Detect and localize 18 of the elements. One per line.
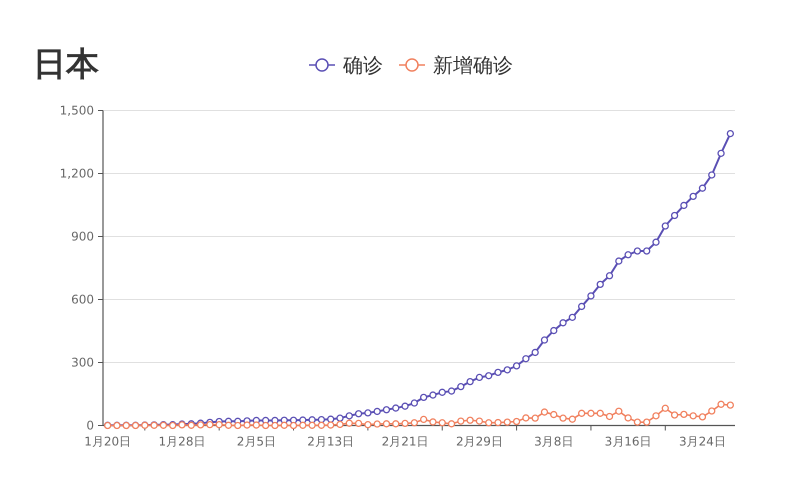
y-tick-label: 1,500 [60,104,94,118]
legend-label: 确诊 [342,53,383,77]
x-tick-label: 2月21日 [382,434,429,448]
legend-label: 新增确诊 [433,53,513,77]
x-tick-label: 2月13日 [307,434,354,448]
y-tick-label: 300 [71,356,94,370]
chart-title: 日本 [33,44,100,83]
x-tick-label: 3月24日 [679,434,726,448]
x-tick-label: 1月20日 [84,434,132,448]
y-tick-label: 900 [71,230,94,244]
x-tick-label: 3月8日 [534,434,574,448]
x-tick-label: 2月5日 [236,434,276,448]
y-tick-label: 0 [86,418,94,433]
y-tick-label: 1,200 [60,166,94,181]
x-tick-label: 2月29日 [456,434,503,448]
x-tick-label: 1月28日 [158,434,206,448]
x-tick-label: 3月16日 [604,434,652,448]
y-tick-label: 600 [71,292,94,307]
